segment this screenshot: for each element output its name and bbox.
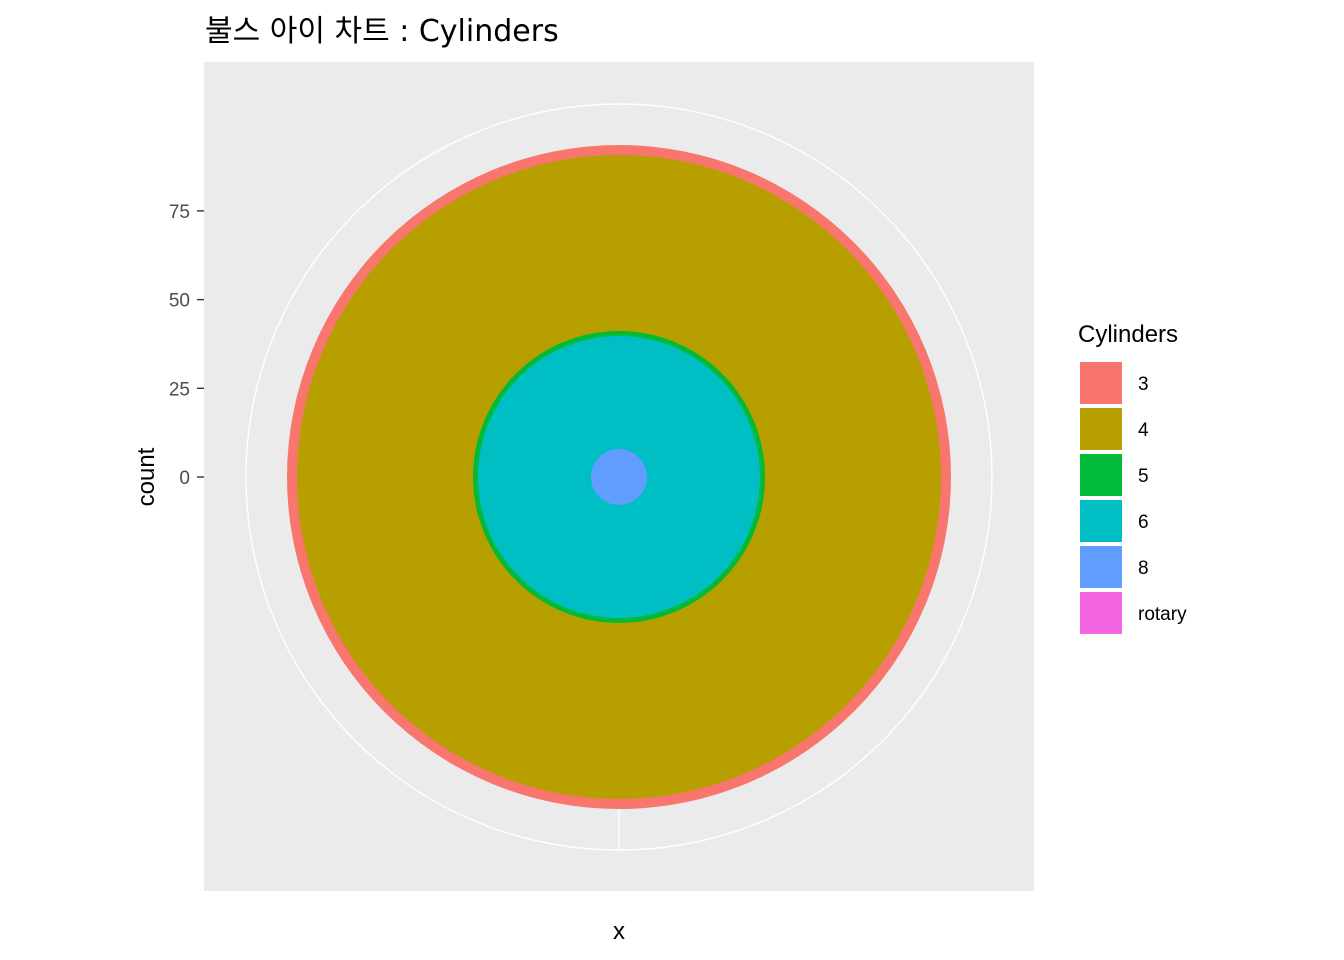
legend-key-6 [1080, 500, 1122, 542]
ring-cylinders-8 [591, 449, 647, 505]
legend-key-rotary [1080, 592, 1122, 634]
y-tick-label: 0 [179, 468, 190, 489]
legend-key-5 [1080, 454, 1122, 496]
y-tick-label: 25 [169, 379, 190, 400]
legend: Cylinders 3 4 5 6 8 rotary [1078, 321, 1187, 634]
legend-label-rotary: rotary [1138, 604, 1187, 625]
legend-label-3: 3 [1138, 374, 1149, 395]
legend-key-3 [1080, 362, 1122, 404]
legend-key-8 [1080, 546, 1122, 588]
legend-label-5: 5 [1138, 466, 1149, 487]
y-axis: 0 25 50 75 [169, 202, 204, 489]
legend-items: 3 4 5 6 8 rotary [1080, 362, 1187, 634]
legend-label-6: 6 [1138, 512, 1149, 533]
chart-title: 불스 아이 차트 : Cylinders [205, 14, 559, 49]
bullseye-rings [287, 145, 951, 809]
y-tick-label: 50 [169, 291, 190, 312]
grid-lines [245, 103, 993, 851]
x-axis-title: x [613, 918, 625, 945]
y-axis-title: count [133, 447, 160, 506]
y-tick-label: 75 [169, 202, 190, 223]
legend-key-4 [1080, 408, 1122, 450]
legend-label-4: 4 [1138, 420, 1149, 441]
legend-label-8: 8 [1138, 558, 1149, 579]
legend-title: Cylinders [1078, 321, 1178, 348]
